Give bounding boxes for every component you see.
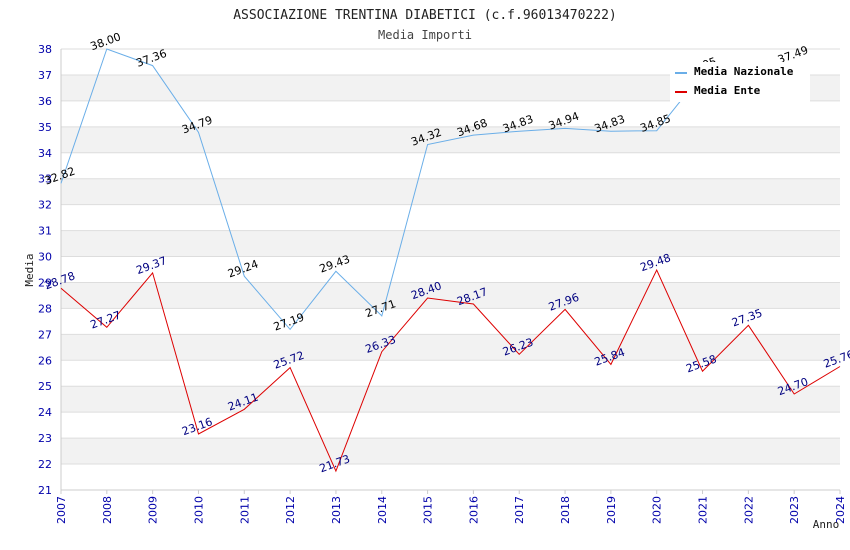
y-tick-label: 24 [38, 406, 52, 419]
y-tick-label: 22 [38, 458, 52, 471]
x-tick-label: 2009 [147, 496, 160, 524]
y-tick-label: 23 [38, 432, 52, 445]
data-label: 38.00 [89, 30, 123, 53]
series-line-media-ente [60, 268, 841, 473]
x-tick-label: 2016 [467, 496, 480, 524]
x-tick-label: 2022 [742, 496, 755, 524]
background-band [61, 282, 840, 309]
y-axis-ticks: 21 22 23 24 25 26 27 28 29 30 31 32 33 34 35 36 37 38 [38, 43, 52, 497]
y-tick-label: 26 [38, 354, 52, 367]
legend-label-media-nazionale: Media Nazionale [694, 65, 794, 78]
background-band [61, 438, 840, 465]
x-tick-label: 2017 [513, 496, 526, 524]
background-band [61, 230, 840, 257]
y-tick-label: 36 [38, 95, 52, 108]
x-tick-label: 2015 [422, 496, 435, 524]
background-bands [61, 74, 840, 465]
chart-title: ASSOCIAZIONE TRENTINA DIABETICI (c.f.960… [233, 8, 617, 23]
x-tick-label: 2014 [376, 496, 389, 524]
background-band [61, 386, 840, 413]
y-tick-label: 30 [38, 251, 52, 264]
x-tick-label: 2018 [559, 496, 572, 524]
x-tick-label: 2019 [605, 496, 618, 524]
x-tick-label: 2024 [834, 496, 847, 524]
y-tick-label: 34 [38, 147, 52, 160]
y-tick-label: 27 [38, 328, 52, 341]
y-tick-label: 28 [38, 302, 52, 315]
x-tick-label: 2021 [697, 496, 710, 524]
data-label: 27.27 [89, 309, 123, 332]
x-tick-label: 2008 [101, 496, 114, 524]
y-tick-label: 38 [38, 43, 52, 56]
x-axis-ticks: 2007 2008 2009 2010 2011 2012 2013 2014 2015 2016… [55, 490, 847, 524]
x-tick-label: 2012 [284, 496, 297, 524]
background-band [61, 334, 840, 361]
legend-background [670, 62, 810, 102]
y-tick-label: 32 [38, 199, 52, 212]
data-label: 29.24 [226, 257, 260, 280]
y-tick-label: 33 [38, 173, 52, 186]
x-tick-label: 2011 [238, 496, 251, 524]
x-tick-label: 2020 [651, 496, 664, 524]
x-axis-label: Anno [813, 518, 840, 531]
y-tick-label: 29 [38, 276, 52, 289]
x-tick-label: 2023 [788, 496, 801, 524]
y-tick-label: 35 [38, 121, 52, 134]
y-tick-label: 37 [38, 69, 52, 82]
chart-subtitle: Media Importi [378, 28, 472, 42]
legend: Media Nazionale Media Ente [670, 62, 810, 102]
series-lines [60, 49, 841, 473]
y-tick-label: 31 [38, 225, 52, 238]
data-label: 23.16 [180, 415, 214, 438]
legend-label-media-ente: Media Ente [694, 84, 761, 97]
grid-lines [60, 48, 840, 491]
data-label: 37.36 [134, 47, 168, 70]
y-tick-label: 21 [38, 484, 52, 497]
y-axis-label: Media [23, 253, 36, 286]
x-tick-label: 2013 [330, 496, 343, 524]
x-tick-label: 2007 [55, 496, 68, 524]
background-band [61, 178, 840, 205]
y-tick-label: 25 [38, 380, 52, 393]
x-tick-label: 2010 [192, 496, 205, 524]
